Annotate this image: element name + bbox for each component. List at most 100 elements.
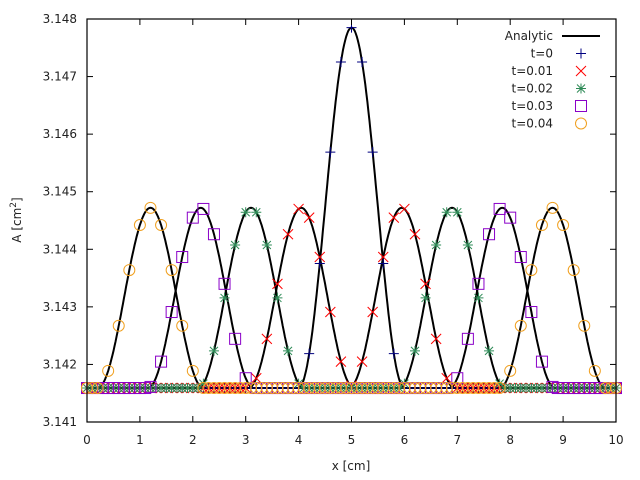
data-point xyxy=(494,378,505,389)
data-point xyxy=(535,355,548,368)
data-point xyxy=(504,364,517,377)
data-point xyxy=(546,201,559,214)
data-point xyxy=(367,147,378,158)
data-point xyxy=(282,228,294,240)
data-point xyxy=(155,219,168,232)
data-point xyxy=(250,372,262,384)
data-point xyxy=(239,372,252,385)
legend: Analytic t=0 t=0.01 t=0.02 t=0.03 t=0.04 xyxy=(505,29,600,131)
y-tick-label: 3.146 xyxy=(43,127,77,141)
data-point xyxy=(112,319,125,332)
data-point xyxy=(536,383,547,394)
x-tick-label: 1 xyxy=(136,433,144,447)
data-point xyxy=(218,277,231,290)
data-point xyxy=(409,228,421,240)
data-point xyxy=(483,228,496,241)
data-point xyxy=(198,378,209,389)
data-point xyxy=(325,147,336,158)
data-point xyxy=(462,239,473,250)
data-point xyxy=(378,258,389,269)
data-point xyxy=(441,372,453,384)
y-tick-label: 3.147 xyxy=(43,70,77,84)
legend-label: t=0.03 xyxy=(512,99,553,113)
data-point xyxy=(484,345,495,356)
data-point xyxy=(303,212,315,224)
x-tick-label: 4 xyxy=(295,433,303,447)
data-point xyxy=(441,207,452,218)
x-tick-label: 9 xyxy=(559,433,567,447)
y-tick-label: 3.145 xyxy=(43,185,77,199)
data-point xyxy=(514,319,527,332)
data-point xyxy=(525,264,538,277)
data-point xyxy=(272,292,283,303)
data-point xyxy=(420,278,431,290)
data-point xyxy=(335,57,346,68)
data-point xyxy=(388,348,399,359)
data-point xyxy=(505,383,516,394)
data-point xyxy=(420,292,431,303)
data-point xyxy=(293,203,304,215)
series-t=0.02 xyxy=(82,207,621,394)
legend-label: Analytic xyxy=(505,29,553,43)
data-point xyxy=(251,207,262,218)
data-point xyxy=(314,251,326,263)
data-point xyxy=(431,239,442,250)
data-point xyxy=(575,100,587,112)
data-point xyxy=(166,383,177,394)
data-point xyxy=(261,239,272,250)
data-point xyxy=(155,355,168,368)
data-point xyxy=(219,292,230,303)
data-point xyxy=(388,212,400,224)
data-point xyxy=(176,251,189,264)
legend-label: t=0.02 xyxy=(512,82,553,96)
x-tick-label: 3 xyxy=(242,433,250,447)
data-point xyxy=(451,372,464,385)
data-point xyxy=(144,380,157,393)
data-point xyxy=(283,345,294,356)
data-point xyxy=(575,65,587,77)
data-point xyxy=(161,383,172,394)
y-axis-label: A [cm2] xyxy=(9,197,24,242)
x-tick-label: 6 xyxy=(401,433,409,447)
data-point xyxy=(567,264,580,277)
data-point xyxy=(171,383,182,394)
y-tick-label: 3.144 xyxy=(43,242,77,256)
x-tick-label: 0 xyxy=(83,433,91,447)
data-point xyxy=(261,333,273,345)
data-point xyxy=(504,211,517,224)
y-tick-label: 3.141 xyxy=(43,415,77,429)
data-point xyxy=(197,202,210,215)
data-point xyxy=(461,332,474,345)
data-point xyxy=(488,382,501,395)
data-point xyxy=(314,258,325,269)
data-point xyxy=(156,383,167,394)
data-point xyxy=(430,333,442,345)
data-point xyxy=(473,292,484,303)
x-tick-label: 2 xyxy=(189,433,197,447)
data-point xyxy=(186,364,199,377)
legend-label: t=0.04 xyxy=(512,117,553,131)
data-point xyxy=(187,383,198,394)
data-point xyxy=(514,251,527,264)
data-point xyxy=(399,203,410,215)
data-point xyxy=(272,278,283,290)
data-point xyxy=(186,211,199,224)
data-point xyxy=(335,356,347,367)
data-point xyxy=(324,306,336,318)
data-point xyxy=(525,306,538,319)
data-point xyxy=(576,48,586,59)
data-point xyxy=(367,306,379,318)
y-tick-label: 3.142 xyxy=(43,357,77,371)
data-point xyxy=(177,383,188,394)
data-point xyxy=(230,239,241,250)
x-tick-label: 8 xyxy=(506,433,514,447)
data-point xyxy=(578,319,591,332)
data-point xyxy=(208,345,219,356)
data-point xyxy=(91,382,104,395)
data-point xyxy=(102,364,115,377)
data-point xyxy=(165,306,178,319)
data-point xyxy=(123,264,136,277)
series-t=0.04 xyxy=(81,201,622,395)
data-point xyxy=(165,264,178,277)
